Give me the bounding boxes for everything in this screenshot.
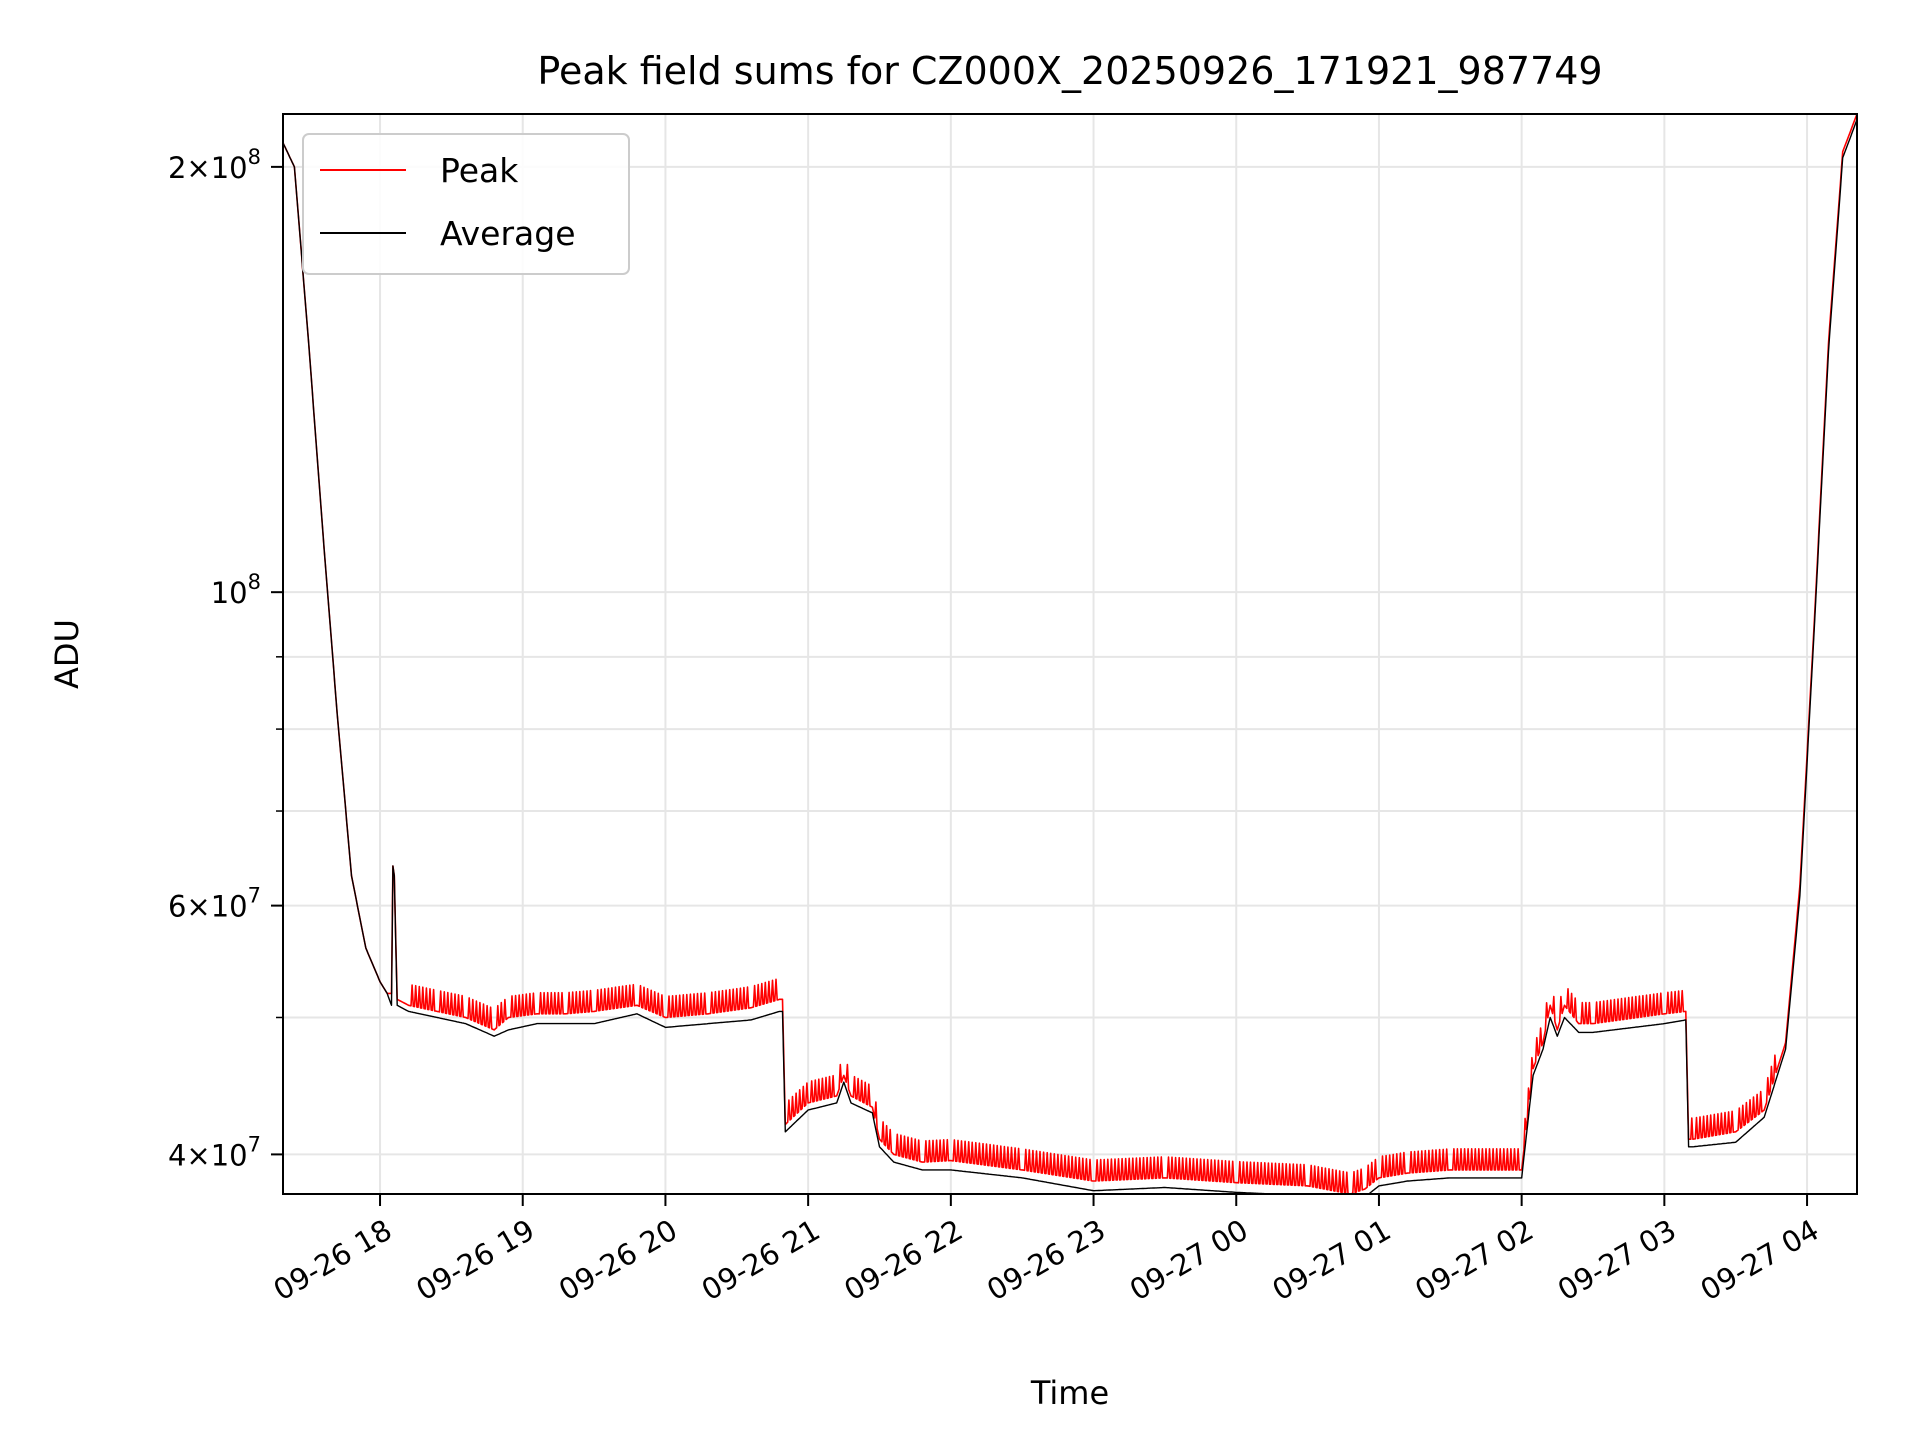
y-axis-label: ADU <box>48 619 86 689</box>
grid <box>283 114 1857 1194</box>
legend-label-peak: Peak <box>440 151 519 190</box>
x-axis-label: Time <box>1030 1374 1109 1412</box>
legend: Peak Average <box>302 133 630 275</box>
y-tick-label: 108 <box>211 570 261 610</box>
legend-label-average: Average <box>440 214 576 253</box>
chart-title: Peak field sums for CZ000X_20250926_1719… <box>537 49 1602 93</box>
y-tick-label: 6×107 <box>168 884 261 924</box>
plot-frame <box>282 113 1858 1195</box>
series-layer <box>283 114 1857 1194</box>
y-tick-label: 2×108 <box>168 145 261 185</box>
series-line-peak <box>283 114 1857 1194</box>
y-tick-label: 4×107 <box>168 1132 261 1172</box>
y-axis: 4×107 6×107 108 2×108 <box>168 145 283 1172</box>
series-line-average <box>283 119 1857 1194</box>
